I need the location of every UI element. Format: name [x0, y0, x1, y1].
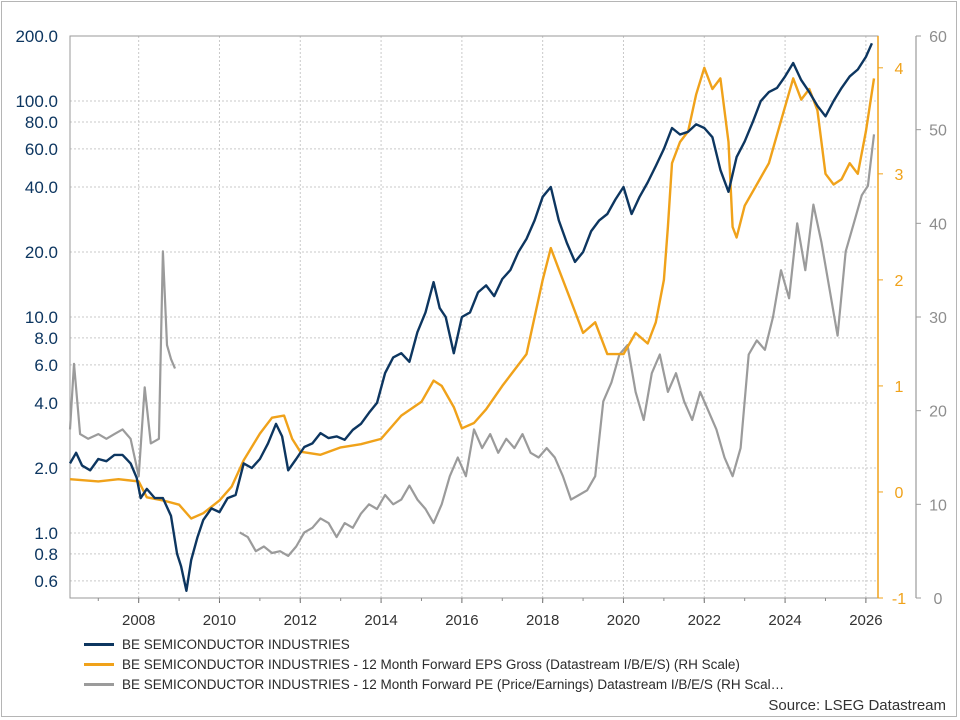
- pe-tick-label: 0: [934, 591, 943, 608]
- left-tick-label: 2.0: [34, 459, 58, 478]
- left-tick-label: 100.0: [15, 92, 58, 111]
- left-tick-label: 4.0: [34, 394, 58, 413]
- legend-label-eps: BE SEMICONDUCTOR INDUSTRIES - 12 Month F…: [122, 656, 740, 672]
- eps-tick-label: 1: [895, 379, 904, 396]
- left-tick-label: 20.0: [25, 243, 58, 262]
- gridlines: [70, 35, 878, 598]
- pe-tick-label: 40: [929, 216, 947, 233]
- left-tick-label: 10.0: [25, 308, 58, 327]
- x-tick-label: 2008: [122, 612, 155, 629]
- axes-layer: 200.0 100.0 80.0 60.0 40.0 20.0 10.0 8.0 6.0 4.0 2…: [15, 27, 947, 629]
- source-note: Source: LSEG Datastream: [768, 697, 946, 714]
- x-tick-label: 2022: [688, 612, 721, 629]
- x-tick-label: 2014: [364, 612, 397, 629]
- left-tick-label: 80.0: [25, 113, 58, 132]
- eps-tick-label: 4: [895, 61, 904, 78]
- eps-tick-label: -1: [892, 591, 906, 608]
- x-tick-label: 2010: [203, 612, 236, 629]
- x-tick-label: 2012: [284, 612, 317, 629]
- series-line-price: [68, 42, 873, 592]
- left-tick-label: 0.6: [34, 572, 58, 591]
- series-line-pe: [239, 134, 876, 557]
- pe-tick-label: 50: [929, 123, 947, 140]
- x-tick-label: 2016: [445, 612, 478, 629]
- legend-swatch-price: [84, 642, 114, 646]
- legend-item-eps: BE SEMICONDUCTOR INDUSTRIES - 12 Month F…: [84, 654, 914, 674]
- x-tick-label: 2026: [849, 612, 882, 629]
- x-tick-label: 2018: [526, 612, 559, 629]
- left-tick-label: 0.8: [34, 545, 58, 564]
- legend-swatch-pe: [84, 682, 114, 686]
- left-tick-label: 40.0: [25, 178, 58, 197]
- legend: BE SEMICONDUCTOR INDUSTRIES BE SEMICONDU…: [84, 634, 914, 694]
- legend-swatch-eps: [84, 662, 114, 666]
- pe-tick-label: 60: [929, 29, 947, 46]
- pe-tick-label: 30: [929, 310, 947, 327]
- left-tick-label: 200.0: [15, 27, 58, 46]
- legend-item-pe: BE SEMICONDUCTOR INDUSTRIES - 12 Month F…: [84, 674, 914, 694]
- x-tick-label: 2024: [768, 612, 801, 629]
- eps-tick-label: 3: [895, 167, 904, 184]
- left-tick-label: 8.0: [34, 329, 58, 348]
- series-layer: [68, 42, 876, 592]
- legend-label-pe: BE SEMICONDUCTOR INDUSTRIES - 12 Month F…: [122, 676, 785, 692]
- left-tick-label: 1.0: [34, 524, 58, 543]
- eps-tick-label: 0: [895, 485, 904, 502]
- series-line-eps: [69, 66, 876, 520]
- legend-label-price: BE SEMICONDUCTOR INDUSTRIES: [122, 636, 350, 652]
- left-tick-label: 60.0: [25, 140, 58, 159]
- legend-item-price: BE SEMICONDUCTOR INDUSTRIES: [84, 634, 914, 654]
- series-line-pe: [68, 250, 177, 478]
- left-tick-label: 6.0: [34, 356, 58, 375]
- eps-tick-label: 2: [895, 273, 904, 290]
- x-tick-label: 2020: [607, 612, 640, 629]
- pe-tick-label: 10: [929, 497, 947, 514]
- pe-tick-label: 20: [929, 404, 947, 421]
